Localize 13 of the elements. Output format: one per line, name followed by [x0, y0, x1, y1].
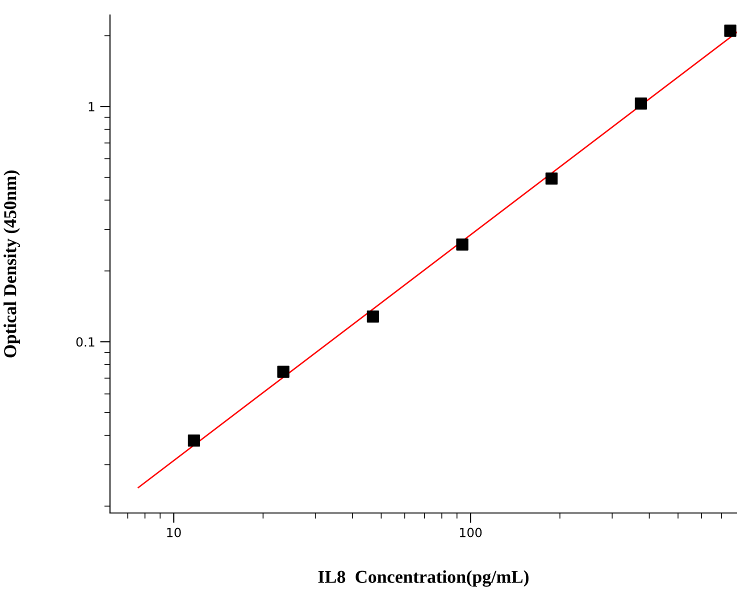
point	[366, 310, 380, 323]
point	[188, 434, 200, 447]
point	[456, 238, 468, 251]
y-tick-label: 1	[88, 102, 94, 112]
point	[724, 24, 736, 37]
point	[634, 97, 648, 110]
point	[546, 172, 558, 185]
point	[277, 366, 290, 378]
y-tick-label: 0.1	[76, 337, 94, 347]
x-tick-label: 100	[460, 528, 482, 538]
y-axis-title: Optical Density (450nm)	[4, 170, 20, 358]
x-axis-title: IL8 Concentration(pg/mL)	[318, 570, 529, 587]
x-tick-label: 10	[167, 528, 181, 538]
